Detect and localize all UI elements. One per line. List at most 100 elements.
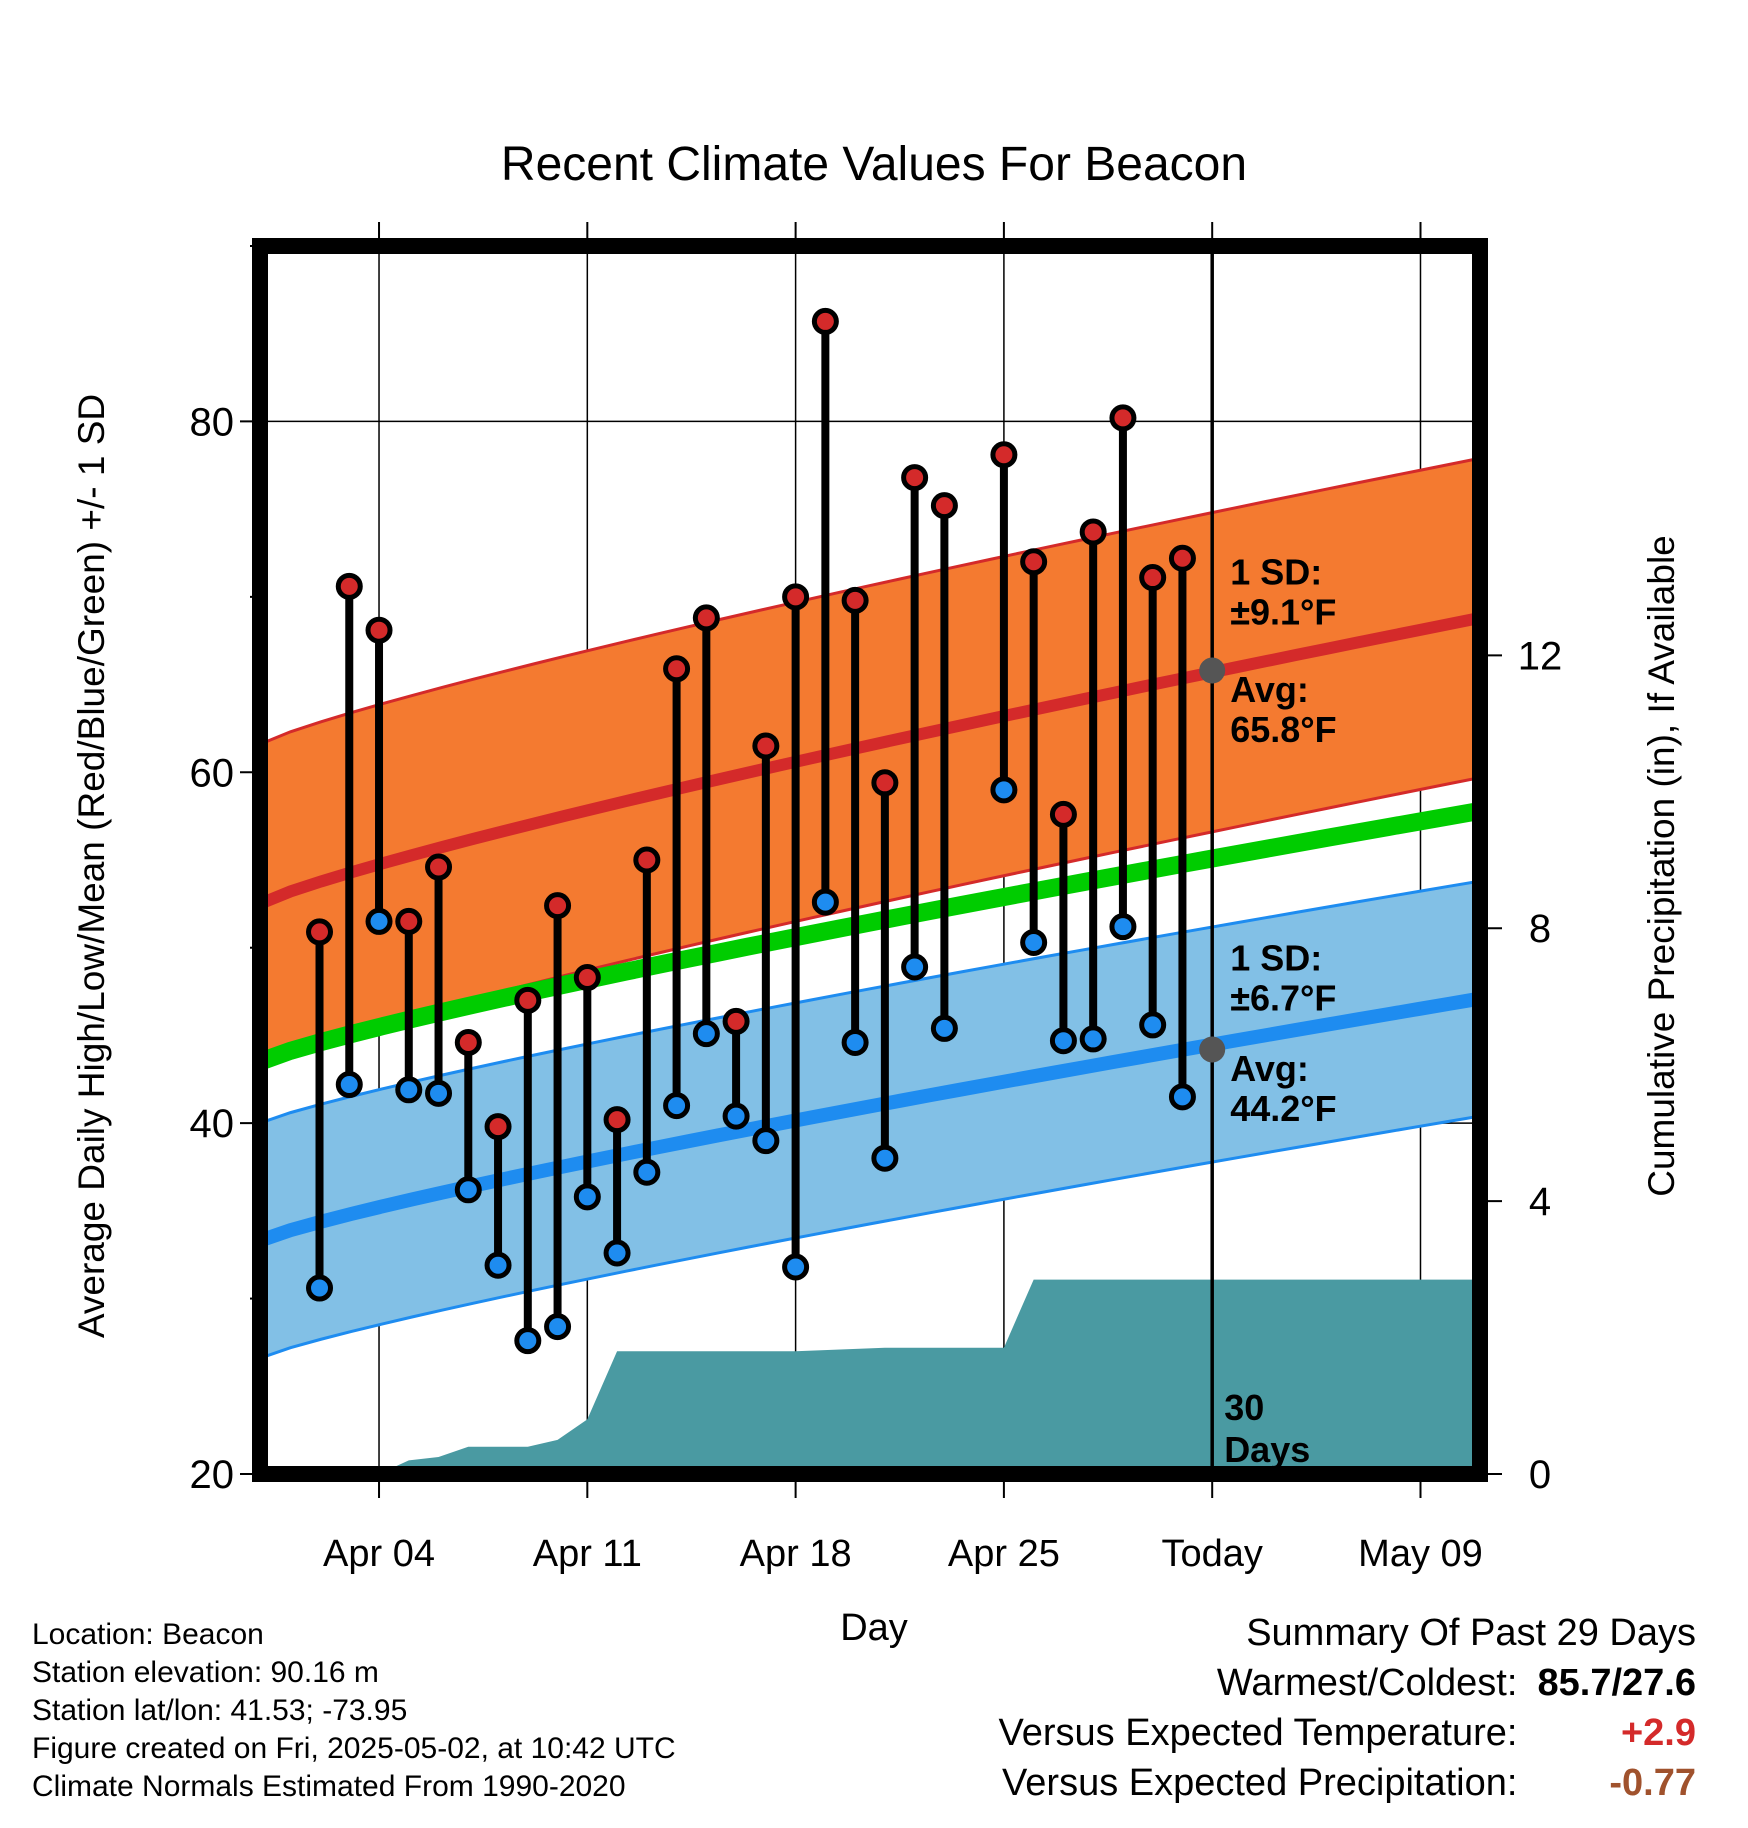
y-axis-label: Average Daily High/Low/Mean (Red/Blue/Gr…	[71, 394, 112, 1338]
daily-low-point	[841, 1028, 869, 1056]
y2-tick-label: 12	[1518, 634, 1563, 678]
daily-high-point	[722, 1007, 750, 1035]
daily-low-point	[1139, 1011, 1167, 1039]
daily-high-point	[752, 732, 780, 760]
daily-low-point	[1049, 1027, 1077, 1055]
chart-title: Recent Climate Values For Beacon	[501, 138, 1247, 191]
daily-high-point	[335, 572, 363, 600]
daily-low-point	[544, 1313, 572, 1341]
normal-high-line	[260, 612, 1480, 910]
daily-low-point	[811, 888, 839, 916]
daily-low-point	[484, 1251, 512, 1279]
daily-high-point	[425, 853, 453, 881]
daily-high-point	[454, 1028, 482, 1056]
daily-low-point	[335, 1071, 363, 1099]
x-tick-label: Today	[1161, 1533, 1262, 1575]
daily-low-point	[306, 1274, 334, 1302]
daily-low-point	[990, 776, 1018, 804]
daily-high-point	[1020, 548, 1048, 576]
y2-tick-label: 8	[1529, 907, 1551, 951]
warmest-coldest-label: Warmest/Coldest:	[1216, 1662, 1518, 1704]
station-info: Location: Beacon Station elevation: 90.1…	[32, 1616, 676, 1806]
daily-low-point	[425, 1079, 453, 1107]
x-tick-label: Apr 25	[948, 1533, 1060, 1575]
precipitation-label: Versus Expected Precipitation:	[1002, 1762, 1518, 1804]
daily-high-point	[514, 986, 542, 1014]
low-avg-annotation: Avg:	[1230, 1048, 1309, 1089]
summary-title: Summary Of Past 29 Days	[1246, 1612, 1696, 1654]
station-latlon: Station lat/lon: 41.53; -73.95	[32, 1694, 408, 1727]
daily-high-point	[692, 604, 720, 632]
daily-low-point	[871, 1144, 899, 1172]
daily-low-point	[1079, 1025, 1107, 1053]
x-tick-label: Apr 11	[533, 1533, 642, 1575]
station-location: Location: Beacon	[32, 1618, 264, 1651]
daily-low-point	[603, 1239, 631, 1267]
summary-warmest-coldest: Warmest/Coldest: 85.7/27.6	[999, 1658, 1696, 1708]
daily-low-point	[573, 1183, 601, 1211]
low-sd-band-upper-edge	[260, 879, 1480, 1125]
station-elevation: Station elevation: 90.16 m	[32, 1656, 379, 1689]
daily-low-point	[782, 1253, 810, 1281]
daily-low-point	[901, 953, 929, 981]
daily-high-point	[395, 907, 423, 935]
high-sd-annotation: 1 SD:	[1230, 552, 1322, 593]
normal-mean-line	[260, 802, 1480, 1071]
daily-high-point	[811, 307, 839, 335]
daily-low-point	[722, 1102, 750, 1130]
daily-high-point	[573, 964, 601, 992]
daily-high-point	[306, 918, 334, 946]
daily-high-point	[871, 769, 899, 797]
y-tick-label: 80	[190, 400, 235, 444]
y-tick-label: 20	[190, 1453, 235, 1497]
daily-high-point	[901, 464, 929, 492]
today-days-label: Days	[1224, 1429, 1310, 1470]
daily-low-point	[692, 1020, 720, 1048]
low-avg-marker	[1199, 1036, 1226, 1063]
x-tick-label: Apr 18	[740, 1533, 852, 1575]
daily-low-point	[1168, 1083, 1196, 1111]
daily-high-point	[1168, 544, 1196, 572]
daily-low-point	[633, 1158, 661, 1186]
daily-high-point	[1139, 564, 1167, 592]
daily-high-point	[484, 1113, 512, 1141]
high-avg-annotation: Avg:	[1230, 669, 1309, 710]
today-days-label: 30	[1224, 1387, 1264, 1428]
y-tick-label: 40	[190, 1102, 235, 1146]
daily-high-point	[633, 846, 661, 874]
x-tick-label: May 09	[1358, 1533, 1483, 1575]
daily-low-point	[395, 1076, 423, 1104]
high-sd-annotation: ±9.1°F	[1230, 592, 1336, 633]
plot-frame	[252, 238, 1488, 1482]
climate-normals-note: Climate Normals Estimated From 1990-2020	[32, 1770, 626, 1803]
daily-low-point	[663, 1092, 691, 1120]
daily-low-point	[930, 1014, 958, 1042]
daily-high-point	[663, 655, 691, 683]
y2-tick-label: 4	[1529, 1180, 1551, 1224]
daily-low-point	[365, 907, 393, 935]
daily-high-point	[1049, 800, 1077, 828]
daily-low-point	[1020, 928, 1048, 956]
high-sd-band-upper-edge	[260, 456, 1480, 746]
daily-high-point	[1079, 518, 1107, 546]
warmest-coldest-value: 85.7/27.6	[1537, 1662, 1696, 1704]
low-avg-annotation: 44.2°F	[1230, 1088, 1336, 1129]
daily-high-point	[1109, 404, 1137, 432]
high-avg-annotation: 65.8°F	[1230, 709, 1336, 750]
low-sd-annotation: ±6.7°F	[1230, 978, 1336, 1019]
precipitation-anomaly-value: -0.77	[1609, 1762, 1696, 1804]
daily-high-point	[544, 892, 572, 920]
daily-high-point	[365, 616, 393, 644]
x-tick-label: Apr 04	[323, 1533, 435, 1575]
y2-axis-label: Cumulative Precipitation (in), If Availa…	[1641, 535, 1682, 1197]
low-sd-annotation: 1 SD:	[1230, 938, 1322, 979]
summary-precipitation: Versus Expected Precipitation: -0.77	[999, 1758, 1696, 1808]
temperature-anomaly-value: +2.9	[1620, 1712, 1696, 1754]
low-sd-band	[260, 881, 1480, 1359]
daily-low-point	[514, 1327, 542, 1355]
figure-created: Figure created on Fri, 2025-05-02, at 10…	[32, 1732, 676, 1765]
temperature-label: Versus Expected Temperature:	[998, 1712, 1518, 1754]
